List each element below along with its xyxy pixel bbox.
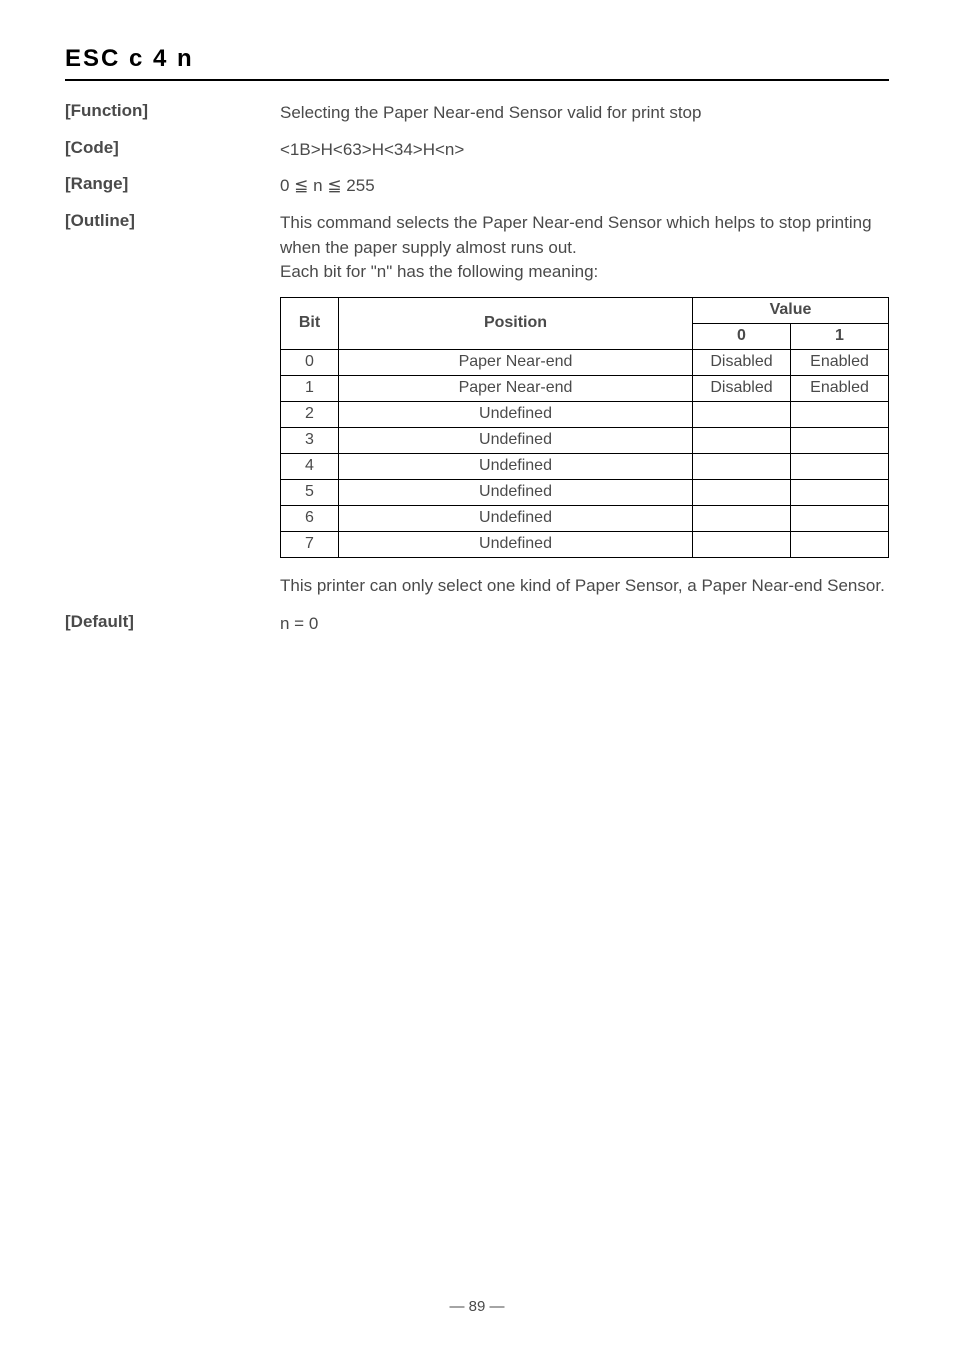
- section-range: [Range] 0 ≦ n ≦ 255: [65, 174, 889, 199]
- table-row: 4 Undefined: [281, 453, 889, 479]
- cell-val0: [693, 479, 791, 505]
- section-outline: [Outline] This command selects the Paper…: [65, 211, 889, 285]
- outline-subtext: Each bit for "n" has the following meani…: [280, 262, 598, 281]
- label-outline: [Outline]: [65, 211, 280, 231]
- cell-position: Undefined: [339, 401, 693, 427]
- table-row: 6 Undefined: [281, 505, 889, 531]
- section-function: [Function] Selecting the Paper Near-end …: [65, 101, 889, 126]
- table-row: 1 Paper Near-end Disabled Enabled: [281, 375, 889, 401]
- table-body: 0 Paper Near-end Disabled Enabled 1 Pape…: [281, 349, 889, 557]
- cell-position: Undefined: [339, 427, 693, 453]
- cell-val0: [693, 453, 791, 479]
- cell-bit: 5: [281, 479, 339, 505]
- bit-table: Bit Position Value 0 1 0 Paper Near-end …: [280, 297, 889, 558]
- cell-val0: [693, 427, 791, 453]
- cell-bit: 2: [281, 401, 339, 427]
- header-bit: Bit: [281, 297, 339, 349]
- cell-bit: 1: [281, 375, 339, 401]
- cell-val1: [791, 531, 889, 557]
- content-outline: This command selects the Paper Near-end …: [280, 211, 889, 285]
- cell-val1: [791, 453, 889, 479]
- table-row: 0 Paper Near-end Disabled Enabled: [281, 349, 889, 375]
- page-number: — 89 —: [0, 1298, 954, 1315]
- table-row: 7 Undefined: [281, 531, 889, 557]
- header-position: Position: [339, 297, 693, 349]
- cell-val1: Enabled: [791, 349, 889, 375]
- label-range: [Range]: [65, 174, 280, 194]
- cell-bit: 7: [281, 531, 339, 557]
- content-range: 0 ≦ n ≦ 255: [280, 174, 889, 199]
- cell-bit: 0: [281, 349, 339, 375]
- cell-val1: [791, 479, 889, 505]
- outline-text: This command selects the Paper Near-end …: [280, 213, 872, 257]
- table-row: 5 Undefined: [281, 479, 889, 505]
- cell-val0: Disabled: [693, 349, 791, 375]
- cell-bit: 4: [281, 453, 339, 479]
- header-value-0: 0: [693, 323, 791, 349]
- cell-position: Paper Near-end: [339, 349, 693, 375]
- cell-position: Undefined: [339, 479, 693, 505]
- content-default: n = 0: [280, 612, 889, 637]
- command-title: ESC c 4 n: [65, 45, 889, 73]
- table-header-row-1: Bit Position Value: [281, 297, 889, 323]
- label-code: [Code]: [65, 138, 280, 158]
- cell-val1: Enabled: [791, 375, 889, 401]
- cell-val1: [791, 427, 889, 453]
- cell-val0: Disabled: [693, 375, 791, 401]
- table-row: 2 Undefined: [281, 401, 889, 427]
- section-code: [Code] <1B>H<63>H<34>H<n>: [65, 138, 889, 163]
- content-function: Selecting the Paper Near-end Sensor vali…: [280, 101, 889, 126]
- cell-position: Undefined: [339, 505, 693, 531]
- note-text: This printer can only select one kind of…: [280, 574, 889, 599]
- cell-val0: [693, 531, 791, 557]
- title-rule: [65, 79, 889, 81]
- header-value: Value: [693, 297, 889, 323]
- cell-bit: 3: [281, 427, 339, 453]
- cell-bit: 6: [281, 505, 339, 531]
- label-function: [Function]: [65, 101, 280, 121]
- cell-val1: [791, 401, 889, 427]
- label-default: [Default]: [65, 612, 280, 632]
- header-value-1: 1: [791, 323, 889, 349]
- cell-position: Undefined: [339, 453, 693, 479]
- content-code: <1B>H<63>H<34>H<n>: [280, 138, 889, 163]
- table-row: 3 Undefined: [281, 427, 889, 453]
- bit-table-wrapper: Bit Position Value 0 1 0 Paper Near-end …: [280, 297, 889, 558]
- cell-position: Paper Near-end: [339, 375, 693, 401]
- cell-val0: [693, 401, 791, 427]
- cell-val0: [693, 505, 791, 531]
- cell-val1: [791, 505, 889, 531]
- section-default: [Default] n = 0: [65, 612, 889, 637]
- cell-position: Undefined: [339, 531, 693, 557]
